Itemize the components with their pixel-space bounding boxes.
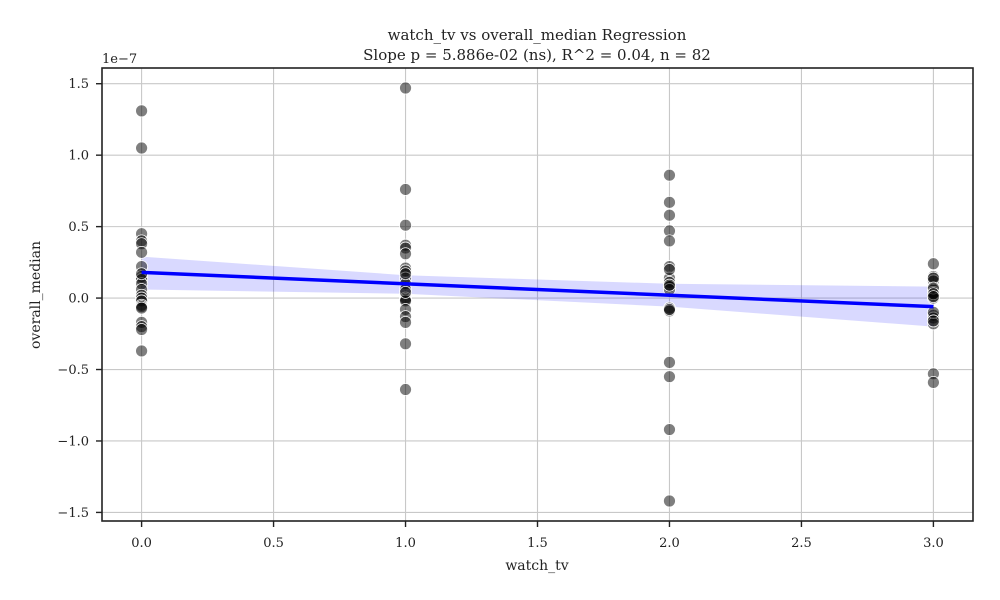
data-point (135, 344, 148, 358)
y-offset-label: 1e−7 (102, 52, 137, 67)
x-tick-label: 0.5 (263, 536, 284, 551)
y-axis-ticks: −1.5 −1.0 −0.5 0.0 0.5 1.0 1.5 (57, 77, 102, 521)
x-tick-label: 0.0 (131, 536, 152, 551)
y-tick-label: 1.5 (68, 77, 89, 92)
x-tick-label: 3.0 (923, 536, 944, 551)
x-tick-label: 1.5 (527, 536, 548, 551)
data-point (927, 314, 940, 328)
data-point (135, 323, 148, 336)
chart-title: watch_tv vs overall_median Regression (388, 26, 687, 44)
y-tick-label: −1.5 (57, 506, 89, 521)
x-axis-label: watch_tv (505, 558, 568, 574)
data-point (663, 355, 676, 369)
data-point (399, 337, 412, 351)
data-point (663, 168, 676, 182)
x-tick-label: 2.0 (659, 536, 680, 551)
data-point (663, 208, 676, 222)
data-point (399, 218, 412, 232)
regression-line (141, 270, 934, 309)
y-tick-label: 0.5 (68, 220, 89, 235)
chart-subtitle: Slope p = 5.886e-02 (ns), R^2 = 0.04, n … (363, 46, 711, 64)
x-tick-label: 1.0 (395, 536, 416, 551)
y-axis-label: overall_median (28, 241, 44, 349)
data-point (399, 315, 412, 329)
data-point (927, 375, 940, 389)
data-point (663, 263, 676, 276)
x-axis-ticks: 0.0 0.5 1.0 1.5 2.0 2.5 3.0 (131, 521, 944, 551)
y-tick-label: −1.0 (57, 434, 89, 449)
x-tick-label: 2.5 (791, 536, 812, 551)
data-point (399, 285, 412, 299)
data-point (927, 290, 940, 304)
data-point (663, 423, 676, 436)
data-point (663, 303, 676, 316)
data-point (399, 81, 412, 95)
data-point (663, 195, 676, 209)
data-point (135, 245, 148, 259)
y-tick-label: 1.0 (68, 149, 89, 164)
data-point (927, 257, 940, 271)
data-point (399, 267, 412, 281)
data-point (663, 370, 676, 384)
data-point (399, 247, 412, 261)
grid (102, 68, 973, 521)
y-tick-label: −0.5 (57, 363, 89, 378)
confidence-band-area (141, 256, 934, 327)
y-tick-label: 0.0 (68, 292, 89, 307)
data-points (135, 81, 940, 508)
data-point (135, 301, 148, 315)
data-point (135, 141, 148, 155)
regression-fit-line (141, 270, 934, 309)
data-point (663, 494, 676, 508)
data-point (399, 383, 412, 396)
confidence-band (141, 256, 934, 327)
data-point (399, 183, 412, 196)
data-point (135, 104, 148, 118)
data-point (663, 234, 676, 248)
data-point (663, 278, 676, 292)
